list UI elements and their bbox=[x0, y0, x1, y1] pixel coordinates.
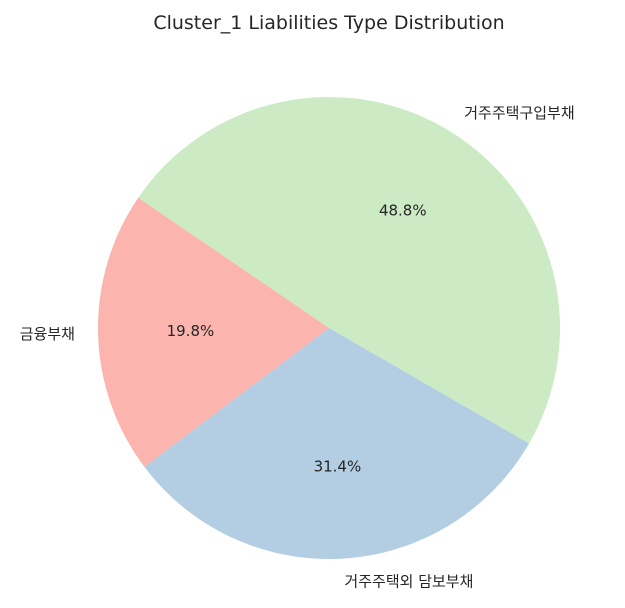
slice-percent-label: 19.8% bbox=[167, 322, 215, 340]
pie-slice bbox=[144, 328, 530, 559]
pie-labels: 48.8% 거주주택구입부채 19.8% 금융부채 31.4% 거주주택외 담보부채 bbox=[20, 104, 575, 591]
slice-category-label: 거주주택외 담보부채 bbox=[344, 573, 473, 591]
chart-title: Cluster_1 Liabilities Type Distribution bbox=[153, 12, 504, 34]
slice-category-label: 금융부채 bbox=[20, 325, 75, 343]
pie-slice bbox=[98, 197, 329, 467]
slice-percent-label: 48.8% bbox=[379, 202, 427, 220]
pie-slice bbox=[138, 96, 561, 444]
slice-category-label: 거주주택구입부채 bbox=[464, 104, 574, 122]
pie-slices bbox=[98, 96, 561, 559]
slice-percent-label: 31.4% bbox=[314, 457, 362, 475]
